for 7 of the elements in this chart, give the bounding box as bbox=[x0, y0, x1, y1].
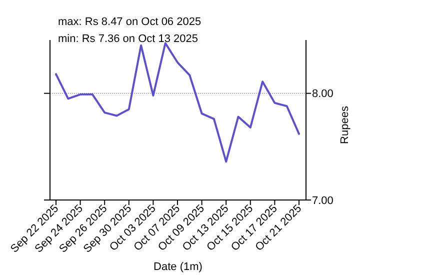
text: max: Rs 8.47 on Oct 06 2025 bbox=[58, 16, 202, 28]
y-tick-label: 7.00 bbox=[312, 194, 334, 207]
x-axis-title: Date (1m) bbox=[154, 261, 202, 273]
y-axis-title: Rupees bbox=[339, 106, 351, 144]
y-tick-label: 8.00 bbox=[312, 88, 334, 100]
annotation: min: Rs 7.36 on Oct 13 2025 bbox=[58, 33, 198, 45]
line-series bbox=[55, 42, 300, 163]
